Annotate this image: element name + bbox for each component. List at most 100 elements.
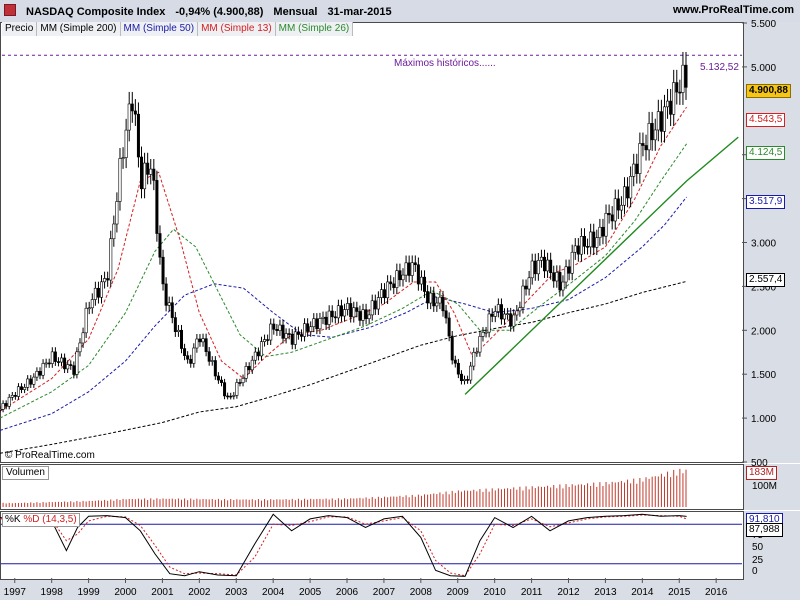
price-candle-body <box>244 366 248 379</box>
price-candle-body <box>100 281 104 298</box>
stoch-pane[interactable] <box>0 511 744 580</box>
price-candle-body <box>281 324 285 339</box>
price-candle-body <box>266 339 270 341</box>
price-candle-body <box>198 338 202 343</box>
ma26-tag: 4.124,5 <box>746 146 786 160</box>
price-candle-body <box>370 300 374 316</box>
price-candle-body <box>595 237 599 248</box>
price-candle-body <box>423 276 427 292</box>
price-candle-body <box>96 287 100 298</box>
price-candle-body <box>675 82 679 93</box>
price-candle-body <box>84 307 88 334</box>
time-tick-label: 2006 <box>336 587 359 598</box>
price-candle-body <box>161 256 165 285</box>
price-candle-body <box>330 310 334 318</box>
price-candle-body <box>515 310 519 316</box>
price-candle-body <box>432 292 436 307</box>
price-candle-body <box>361 309 365 321</box>
price-candle-body <box>349 303 353 318</box>
ma200-line <box>0 280 687 454</box>
price-candle-body <box>189 358 193 364</box>
price-candle-body <box>60 357 64 363</box>
price-candle-body <box>256 351 260 357</box>
price-candle-body <box>38 371 42 376</box>
price-candle-body <box>275 329 279 331</box>
price-candle-body <box>413 262 417 266</box>
price-tick-label: 2.000 <box>751 326 776 337</box>
price-candle-body <box>250 359 254 371</box>
price-candle-body <box>232 395 236 397</box>
price-candle-body <box>376 297 380 310</box>
price-candle-body <box>143 162 147 190</box>
stoch-tick-25: 25 <box>752 555 764 566</box>
price-candle-body <box>469 365 473 381</box>
legend-ma13[interactable]: MM (Simple 13) <box>198 22 276 36</box>
legend-ma200[interactable]: MM (Simple 200) <box>37 22 121 36</box>
stoch-k-label[interactable]: %K <box>5 514 21 525</box>
price-candle-body <box>306 323 310 332</box>
price-candle-body <box>130 103 134 112</box>
time-tick-label: 2011 <box>521 587 543 598</box>
price-candle-body <box>398 270 402 281</box>
price-candle-body <box>487 313 491 333</box>
price-candle-body <box>527 277 531 290</box>
price-candle-body <box>641 143 645 146</box>
time-tick-label: 2008 <box>410 587 433 598</box>
price-candle-body <box>176 329 180 332</box>
price-candle-body <box>629 176 633 199</box>
price-candle-body <box>219 379 223 383</box>
price-candle-body <box>192 347 196 364</box>
ma50-tag: 3.517,9 <box>746 195 786 209</box>
time-tick-label: 2014 <box>631 587 654 598</box>
stoch-tick-0: 0 <box>752 566 758 577</box>
price-candle-body <box>506 313 510 315</box>
price-candle-body <box>416 264 420 285</box>
price-candle-body <box>133 110 137 115</box>
legend-ma50[interactable]: MM (Simple 50) <box>120 22 199 36</box>
stoch-d-label[interactable]: %D (14,3,5) <box>23 514 77 525</box>
price-candle-body <box>453 359 457 364</box>
price-pane[interactable] <box>0 22 744 463</box>
price-candle-body <box>0 409 2 411</box>
price-candle-body <box>238 382 242 384</box>
price-candle-body <box>272 323 276 330</box>
price-candle-body <box>521 285 525 308</box>
price-tick-label: 1.000 <box>751 414 776 425</box>
price-candle-body <box>666 100 670 108</box>
price-candle-body <box>561 281 565 291</box>
time-tick-label: 2004 <box>262 587 285 598</box>
price-candle-body <box>109 238 113 281</box>
price-candle-body <box>367 314 371 320</box>
price-candle-body <box>296 331 300 335</box>
price-candle-body <box>44 362 48 365</box>
price-candle-body <box>607 212 611 216</box>
price-candle-body <box>186 355 190 360</box>
price-candle-body <box>444 310 448 319</box>
price-candle-body <box>589 231 593 248</box>
price-candle-body <box>78 342 82 353</box>
price-candle-body <box>204 338 208 352</box>
price-candle-body <box>536 260 540 275</box>
price-candle-body <box>407 262 411 276</box>
price-candle-body <box>90 299 94 309</box>
price-candle-body <box>115 201 119 225</box>
price-candle-body <box>410 262 414 276</box>
price-candle-body <box>13 394 17 397</box>
volume-label[interactable]: Volumen <box>2 466 49 480</box>
header-title: NASDAQ Composite Index -0,94% (4.900,88) M… <box>4 4 402 18</box>
legend-ma26[interactable]: MM (Simple 26) <box>275 22 354 36</box>
price-candle-body <box>32 376 36 385</box>
price-candle-body <box>118 158 122 202</box>
legend-price[interactable]: Precio <box>2 22 38 36</box>
time-tick-label: 2009 <box>447 587 470 598</box>
price-candle-body <box>312 318 316 328</box>
instrument-icon[interactable] <box>4 4 16 16</box>
price-candle-body <box>152 168 156 181</box>
price-candle-body <box>195 338 199 349</box>
price-candle-body <box>173 317 177 332</box>
price-candle-body <box>395 270 399 288</box>
time-tick-label: 2013 <box>594 587 617 598</box>
price-candle-body <box>530 260 534 279</box>
price-candle-body <box>543 256 547 272</box>
price-candle-body <box>438 296 442 304</box>
